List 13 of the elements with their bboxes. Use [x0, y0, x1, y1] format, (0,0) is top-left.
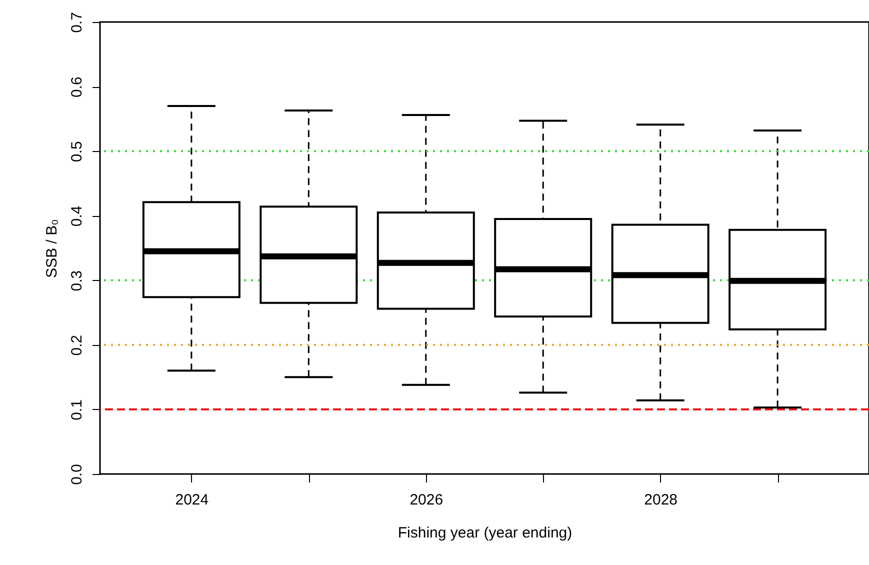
y-tick-label: 0.6 — [68, 76, 86, 98]
y-tick-label: 0.4 — [68, 206, 86, 227]
y-tick-label: 0.7 — [68, 12, 86, 33]
x-tick-label: 2028 — [644, 492, 678, 508]
y-tick-label: 0.3 — [68, 270, 86, 292]
x-tick-label: 2024 — [175, 492, 209, 508]
x-tick-label: 2026 — [410, 492, 444, 508]
y-tick-label: 0.1 — [68, 400, 86, 420]
y-axis-title: SSB / B₀ — [44, 219, 60, 278]
y-tick-label: 0.5 — [68, 141, 86, 162]
y-tick-label: 0.0 — [68, 464, 86, 485]
y-tick-label: 0.2 — [68, 334, 86, 356]
x-axis-title: Fishing year (year ending) — [398, 524, 572, 542]
